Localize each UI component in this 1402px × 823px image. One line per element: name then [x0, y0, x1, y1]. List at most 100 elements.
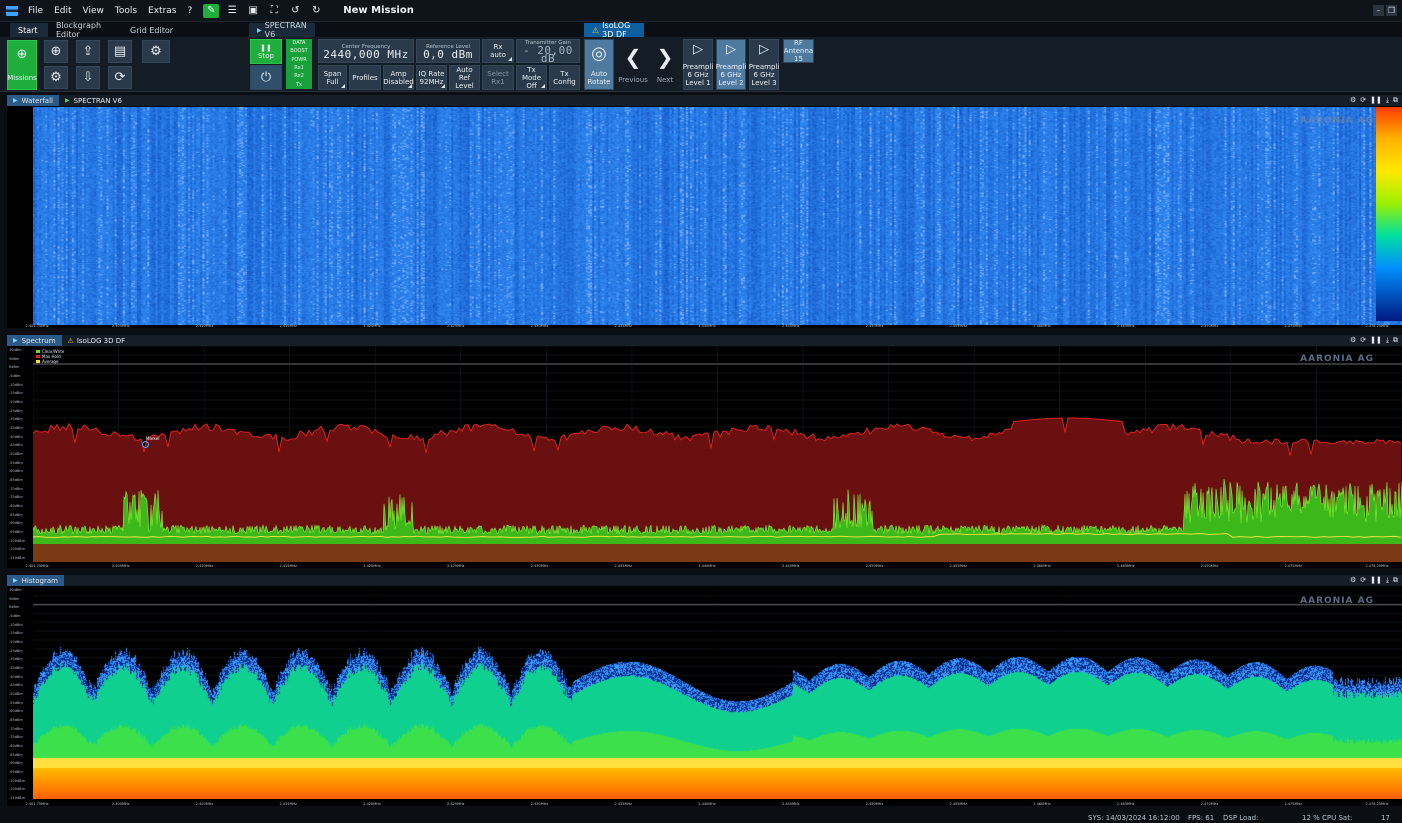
x-tick-label: 2.445MHz — [781, 324, 800, 328]
undock-icon[interactable]: ⧉ — [1393, 96, 1398, 104]
y-tick-label: -25dBm — [9, 648, 23, 653]
sync-icon[interactable]: ⟳ — [1360, 96, 1367, 104]
download-button[interactable]: ⇩ — [76, 66, 100, 89]
device-status-stack: DATA BOOST POWR Rx1 Rx2 Tx — [286, 39, 312, 89]
sync-button[interactable]: ⟳ — [108, 66, 132, 89]
reference-level-field[interactable]: Reference Level 0,0 dBm — [416, 39, 480, 63]
spectrum-plot[interactable] — [33, 346, 1402, 562]
menu-help[interactable]: ? — [187, 5, 193, 16]
histogram-plot[interactable] — [33, 587, 1402, 799]
package-button[interactable]: ⚙ — [142, 40, 170, 63]
span-select[interactable]: Span Full — [318, 65, 347, 90]
menu-view[interactable]: View — [82, 5, 104, 16]
transmitter-gain-label: Transmitter Gain — [525, 40, 571, 46]
transmitter-gain-field[interactable]: Transmitter Gain - 20,00 dB — [516, 39, 580, 64]
download-icon[interactable]: ⤓ — [1385, 336, 1389, 344]
notes-button[interactable]: ▤ — [108, 40, 132, 63]
profiles-button[interactable]: Profiles — [349, 65, 381, 90]
x-tick-label: 2.455MHz — [949, 564, 968, 568]
undo-icon[interactable]: ↺ — [291, 5, 300, 16]
tab-spectrum[interactable]: ▶ Spectrum — [7, 335, 62, 346]
marker-circle-icon[interactable] — [142, 441, 149, 448]
pause-icon[interactable]: ❚❚ — [1370, 576, 1382, 584]
app-logo-icon — [6, 5, 18, 16]
undock-icon[interactable]: ⧉ — [1393, 336, 1398, 344]
menu-edit[interactable]: Edit — [54, 5, 72, 16]
undock-icon[interactable]: ⧉ — [1393, 576, 1398, 584]
gear-icon[interactable]: ⚙ — [1350, 336, 1357, 344]
menu-bar: File Edit View Tools Extras ? ✎ ☰ ▣ ⛶ ↺ … — [0, 0, 1402, 22]
next-button[interactable]: ❯ Next — [650, 39, 680, 90]
x-tick-label: 2.435MHz — [614, 802, 633, 806]
preamp-1-sub: 6 GHz — [687, 70, 709, 79]
tab-grid-editor[interactable]: Grid Editor — [130, 25, 174, 35]
tab-spectrum-isolog[interactable]: ⚠ IsoLOG 3D DF — [62, 335, 132, 346]
waterfall-plot[interactable] — [33, 107, 1402, 326]
upload-button[interactable]: ⇪ — [76, 40, 100, 63]
waterfall-panel-header: ▶ Waterfall ▶ SPECTRAN V6 ⚙ ⟳ ❚❚ ⤓ ⧉ — [7, 95, 1402, 106]
x-tick-label: 2.445MHz — [781, 802, 800, 806]
preamp-level-3-button[interactable]: ▷ Preampli 6 GHz Level 3 — [749, 39, 779, 90]
select-rx-button[interactable]: Select Rx1 — [482, 65, 514, 90]
y-tick-label: 10dBm — [9, 348, 22, 352]
y-tick-label: -25dBm — [9, 408, 23, 413]
tab-start[interactable]: Start — [10, 23, 48, 37]
redo-icon[interactable]: ↻ — [312, 5, 321, 16]
tab-histogram[interactable]: ▶ Histogram — [7, 575, 64, 586]
y-tick-label: -30dBm — [9, 657, 23, 662]
average-line — [33, 533, 1402, 538]
power-button[interactable]: ⏻ — [250, 65, 282, 90]
tx-mode-select[interactable]: Tx Mode Off — [516, 65, 547, 90]
download-icon[interactable]: ⤓ — [1385, 96, 1389, 104]
tab-waterfall-device[interactable]: ▶ SPECTRAN V6 — [59, 95, 128, 106]
previous-button[interactable]: ❮ Previous — [618, 39, 648, 90]
x-tick-label: 2.415MHz — [279, 324, 298, 328]
menu-extras[interactable]: Extras — [148, 5, 177, 16]
x-tick-label: 2.465MHz — [1116, 324, 1135, 328]
tab-waterfall[interactable]: ▶ Waterfall — [7, 95, 59, 106]
rx-select[interactable]: Rx auto — [482, 39, 514, 63]
spectrum-legend: Clear/Write Max Hold Average — [36, 349, 64, 364]
x-tick-label: 2.415MHz — [279, 802, 298, 806]
layout-list-icon[interactable]: ☰ — [227, 5, 237, 16]
legend-average-swatch — [36, 360, 40, 363]
edit-pencil-icon[interactable]: ✎ — [203, 3, 220, 18]
x-tick-label: 2.460MHz — [1033, 564, 1051, 568]
y-tick-label: -110dBm — [9, 796, 25, 800]
gear-icon[interactable]: ⚙ — [1350, 576, 1357, 584]
center-frequency-field[interactable]: Center Frequency 2440,000 MHz — [318, 39, 414, 63]
preamp-level-2-button[interactable]: ▷ Preampli 6 GHz Level 2 — [716, 39, 746, 90]
sync-icon[interactable]: ⟳ — [1360, 336, 1367, 344]
preamp-2-label: Preampli — [715, 62, 747, 71]
tab-spectran-v6[interactable]: ▶ SPECTRAN V6 — [249, 21, 315, 39]
x-tick-label: 2.470MHz — [1200, 564, 1219, 568]
missions-button[interactable]: ⊕ Missions — [7, 40, 37, 90]
tab-blockgraph-editor[interactable]: Blockgraph Editor — [56, 21, 102, 39]
menu-file[interactable]: File — [28, 5, 44, 16]
layout-window-icon[interactable]: ▣ — [248, 5, 258, 16]
pause-icon[interactable]: ❚❚ — [1370, 336, 1382, 344]
rf-antenna-button[interactable]: RF Antenna 15 — [783, 39, 814, 63]
gear-icon[interactable]: ⚙ — [1350, 96, 1357, 104]
menu-tools[interactable]: Tools — [114, 5, 138, 16]
auto-rotate-button[interactable]: ◎ Auto Rotate — [584, 39, 614, 90]
y-tick-label: -5dBm — [9, 374, 21, 378]
amp-select[interactable]: Amp Disabled — [383, 65, 414, 90]
add-button[interactable]: ⊕ — [44, 40, 68, 63]
pause-icon[interactable]: ❚❚ — [1370, 96, 1382, 104]
tab-isolog-3d-df[interactable]: ⚠ IsoLOG 3D DF — [584, 21, 644, 39]
restore-icon[interactable]: ❐ — [1386, 5, 1397, 16]
minimize-icon[interactable]: – — [1373, 5, 1384, 16]
iq-rate-select[interactable]: IQ Rate 92MHz — [416, 65, 447, 90]
preamp-level-1-button[interactable]: ▷ Preampli 6 GHz Level 1 — [683, 39, 713, 90]
auto-ref-level-button[interactable]: Auto Ref Level — [449, 65, 480, 90]
fullscreen-icon[interactable]: ⛶ — [270, 5, 278, 16]
sync-icon[interactable]: ⟳ — [1360, 576, 1367, 584]
tx-config-button[interactable]: Tx Config — [549, 65, 580, 90]
x-tick-label: 2.440MHz — [698, 324, 716, 328]
x-tick-label: 2.465MHz — [1116, 564, 1135, 568]
x-tick-label: 2.405MHz — [111, 564, 130, 568]
settings-button[interactable]: ⚙ — [44, 66, 68, 89]
download-icon[interactable]: ⤓ — [1385, 576, 1389, 584]
stop-button[interactable]: ❚❚ Stop — [250, 39, 282, 64]
